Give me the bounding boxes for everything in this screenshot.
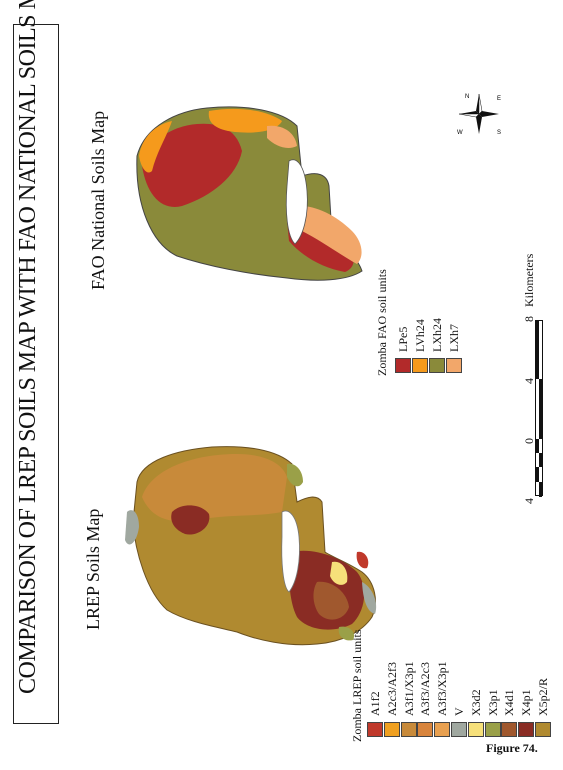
lrep-legend-swatch: [451, 722, 467, 737]
lrep-legend-heading: Zomba LREP soil units: [350, 629, 364, 742]
fao-lake: [285, 159, 308, 245]
lrep-legend-swatch: [484, 722, 501, 737]
fao-legend-swatch: [429, 358, 445, 373]
scale-tick-4: 4: [522, 378, 536, 384]
lrep-legend-swatch: [400, 722, 417, 737]
lrep-legend-label: A3f3/A2c3: [418, 662, 433, 716]
lrep-region-x3d2: [330, 561, 348, 585]
lrep-region-v-1: [125, 510, 139, 545]
lrep-legend-label: X4p1: [519, 689, 534, 716]
lrep-soils-map: [125, 446, 377, 646]
scale-seg-1: [536, 321, 539, 379]
fao-soils-map: [136, 106, 363, 281]
lrep-lake: [281, 510, 300, 593]
figure-page: COMPARISON OF LREP SOILS MAP WITH FAO NA…: [5, 0, 555, 742]
lrep-region-v-2: [362, 582, 377, 614]
lrep-map-title: LREP Soils Map: [83, 508, 103, 630]
compass-s: S: [497, 130, 501, 136]
fao-region-lxh7: [293, 205, 362, 264]
compass-n: N: [465, 94, 469, 100]
scale-seg-4: [539, 453, 542, 467]
fao-region-lxh7-2: [267, 125, 297, 149]
lrep-legend-label: X3d2: [468, 689, 483, 716]
compass-e: E: [497, 96, 501, 102]
lrep-region-x3p1-2: [338, 626, 355, 641]
scale-seg-6: [539, 482, 542, 497]
fao-legend-label: LXh7: [447, 324, 461, 352]
fao-legend-label: LPe5: [396, 326, 410, 352]
scale-seg-5: [536, 467, 539, 482]
fao-legend-label: LVh24: [413, 319, 427, 352]
fao-legend-swatch: [395, 358, 411, 373]
lrep-legend-swatch: [501, 722, 518, 737]
fao-region-lvh24-2: [208, 108, 282, 133]
lrep-legend-label: X4d1: [502, 689, 517, 716]
scale-seg-3: [536, 439, 539, 453]
lrep-legend-swatch: [434, 722, 451, 737]
lrep-legend-swatch: [518, 722, 535, 737]
lrep-region-x3p1-1: [287, 463, 303, 487]
fao-legend-label: LXh24: [430, 318, 444, 352]
lrep-legend-label: V: [452, 707, 466, 716]
scale-tick-8: 8: [522, 316, 536, 322]
compass-icon: N E S W: [457, 93, 501, 136]
fao-region-lpe5: [142, 123, 242, 207]
lrep-legend-label: A2c3/A2f3: [384, 662, 399, 716]
scale-unit: Kilometers: [522, 253, 536, 307]
lrep-region-x4p1-1: [171, 505, 210, 535]
title-box: [13, 24, 59, 724]
lrep-legend-label: A3f3/X3p1: [435, 661, 450, 716]
lrep-legend-label: A3f1/X3p1: [401, 661, 416, 716]
compass-w: W: [457, 130, 463, 136]
lrep-region-x4d1: [313, 581, 349, 620]
scale-tick-0: 0: [522, 438, 536, 444]
lrep-legend-swatch: [467, 722, 484, 737]
scale-seg-2: [539, 379, 542, 439]
lrep-region-a3f1: [142, 454, 287, 522]
lrep-legend-swatch: [417, 722, 434, 737]
scale-tick-neg4: 4: [522, 498, 536, 504]
fao-legend-swatch: [446, 358, 462, 373]
fao-legend-heading: Zomba FAO soil units: [375, 269, 389, 376]
lrep-legend-swatch: [383, 722, 400, 737]
fao-map-title: FAO National Soils Map: [88, 110, 108, 290]
fao-region-lpe5-2: [287, 220, 354, 272]
fao-legend-swatch: [412, 358, 428, 373]
fao-region-lvh24: [139, 121, 172, 173]
lrep-legend-label: X3p1: [485, 689, 500, 716]
lrep-legend-label: A1f2: [368, 691, 382, 716]
lrep-region-a1f2: [356, 551, 369, 569]
lrep-legend-label: X5p2/R: [536, 677, 550, 716]
page-title: COMPARISON OF LREP SOILS MAP WITH FAO NA…: [15, 0, 41, 694]
lrep-legend-swatch: [535, 722, 551, 737]
lrep-legend-swatch: [367, 722, 383, 737]
scale-bar: [535, 320, 543, 497]
figure-caption: Figure 74.: [486, 741, 538, 755]
